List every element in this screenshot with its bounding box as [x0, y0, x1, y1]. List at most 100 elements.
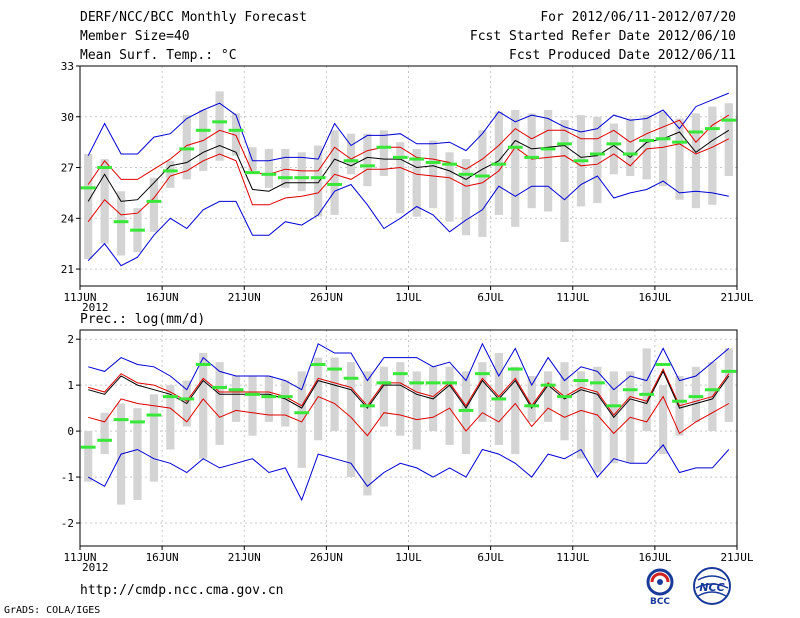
bcc-logo: BCC	[640, 566, 680, 607]
spread-box	[199, 352, 208, 459]
spread-box	[412, 148, 421, 217]
spread-box	[544, 371, 553, 422]
median-mark	[245, 171, 260, 175]
spread-box	[166, 160, 175, 188]
spread-box	[396, 142, 405, 214]
upper-red-line	[87, 114, 730, 185]
x-tick-label: 6JUL	[477, 291, 504, 304]
spread-box	[281, 148, 290, 188]
y-tick-label: 0	[67, 425, 74, 438]
spread-box	[691, 113, 701, 209]
y-tick-label: -1	[61, 471, 74, 484]
x-tick-label: 21JUL	[720, 291, 753, 304]
spread-box	[461, 371, 471, 455]
spread-box	[116, 191, 126, 256]
y-tick-label: -2	[61, 517, 74, 530]
plot-frame	[79, 329, 738, 547]
x-tick-label: 11JUL	[556, 551, 589, 564]
spread-box	[478, 362, 487, 422]
chart-title: DERF/NCC/BCC Monthly Forecast	[80, 10, 307, 25]
spread-box	[544, 110, 553, 212]
y-tick-label: 2	[67, 333, 74, 346]
median-mark	[162, 395, 178, 399]
median-mark	[130, 420, 145, 424]
x-tick-label: 21JUL	[720, 551, 753, 564]
spread-box	[593, 366, 602, 473]
median-mark	[245, 392, 260, 396]
spread-box	[314, 145, 323, 217]
y-tick-label: 24	[61, 212, 75, 225]
median-mark	[672, 140, 687, 144]
median-mark	[146, 199, 162, 203]
median-mark	[97, 438, 113, 442]
lower-red-line	[87, 138, 730, 222]
source-url: http://cmdp.ncc.cma.gov.cn	[80, 583, 284, 598]
median-mark	[327, 367, 342, 371]
spread-box	[576, 371, 586, 459]
median-mark	[376, 145, 392, 149]
spread-box	[264, 375, 273, 422]
median-mark	[392, 155, 408, 159]
median-mark	[458, 172, 474, 176]
x-tick-label: 6JUL	[477, 551, 504, 564]
forecast-period-label: For 2012/06/11-2012/07/20	[540, 10, 736, 25]
median-mark	[704, 388, 720, 392]
panel-temperature: 21 24 27 30 33 11JUN 16JUN 21JUN 26JUN 1JUL 6JUL 11…	[61, 60, 754, 314]
median-mark	[277, 176, 293, 180]
median-mark	[589, 381, 605, 385]
x-tick-label: 16JUL	[638, 291, 671, 304]
y-axis-label: Prec.: log(mm/d)	[80, 312, 205, 327]
x-tick-label: 11JUN	[63, 291, 96, 304]
year-label: 2012	[82, 301, 109, 314]
spread-box	[626, 118, 635, 176]
median-mark	[80, 445, 96, 449]
spread-box	[593, 116, 602, 204]
median-mark	[97, 166, 113, 170]
median-mark	[425, 381, 441, 385]
spread-box	[149, 177, 159, 232]
started-date-label: Fcst Started Refer Date 2012/06/10	[469, 29, 736, 44]
median-mark	[573, 379, 589, 383]
median-mark	[606, 142, 622, 146]
spread-box	[264, 148, 273, 188]
spread-box	[445, 152, 454, 222]
spread-box	[527, 113, 536, 209]
x-tick-label: 21JUN	[228, 291, 261, 304]
upper-blue-line	[87, 92, 729, 162]
median-mark	[524, 155, 540, 159]
median-mark	[688, 130, 704, 134]
median-mark	[179, 397, 195, 401]
median-mark	[360, 404, 375, 408]
median-mark	[113, 418, 129, 422]
spread-box	[100, 412, 109, 455]
median-mark	[130, 228, 145, 232]
median-mark	[573, 159, 589, 163]
x-tick-label: 16JUN	[146, 291, 179, 304]
median-mark	[622, 388, 638, 392]
ncc-logo: NCC	[692, 566, 732, 606]
header-left: DERF/NCC/BCC Monthly Forecast Member Siz…	[80, 10, 307, 67]
median-mark	[343, 159, 359, 163]
median-mark	[524, 404, 540, 408]
upper-blue-line	[88, 342, 730, 391]
median-mark	[458, 408, 474, 412]
x-tick-label: 11JUL	[556, 291, 589, 304]
median-mark	[672, 399, 687, 403]
median-mark	[277, 395, 293, 399]
median-mark	[557, 142, 572, 146]
median-mark	[557, 395, 572, 399]
spread-box	[346, 362, 356, 478]
spread-box	[412, 371, 421, 450]
spread-box	[724, 103, 733, 176]
spread-box	[642, 348, 651, 432]
x-tick-label: 11JUN	[63, 551, 96, 564]
ensemble-mean-line	[88, 370, 730, 419]
spread-box	[429, 140, 438, 209]
spread-box	[658, 385, 668, 455]
median-mark	[540, 383, 556, 387]
year-label: 2012	[82, 561, 109, 574]
median-mark	[261, 172, 277, 176]
median-mark	[162, 169, 178, 173]
spread-box	[248, 375, 257, 436]
